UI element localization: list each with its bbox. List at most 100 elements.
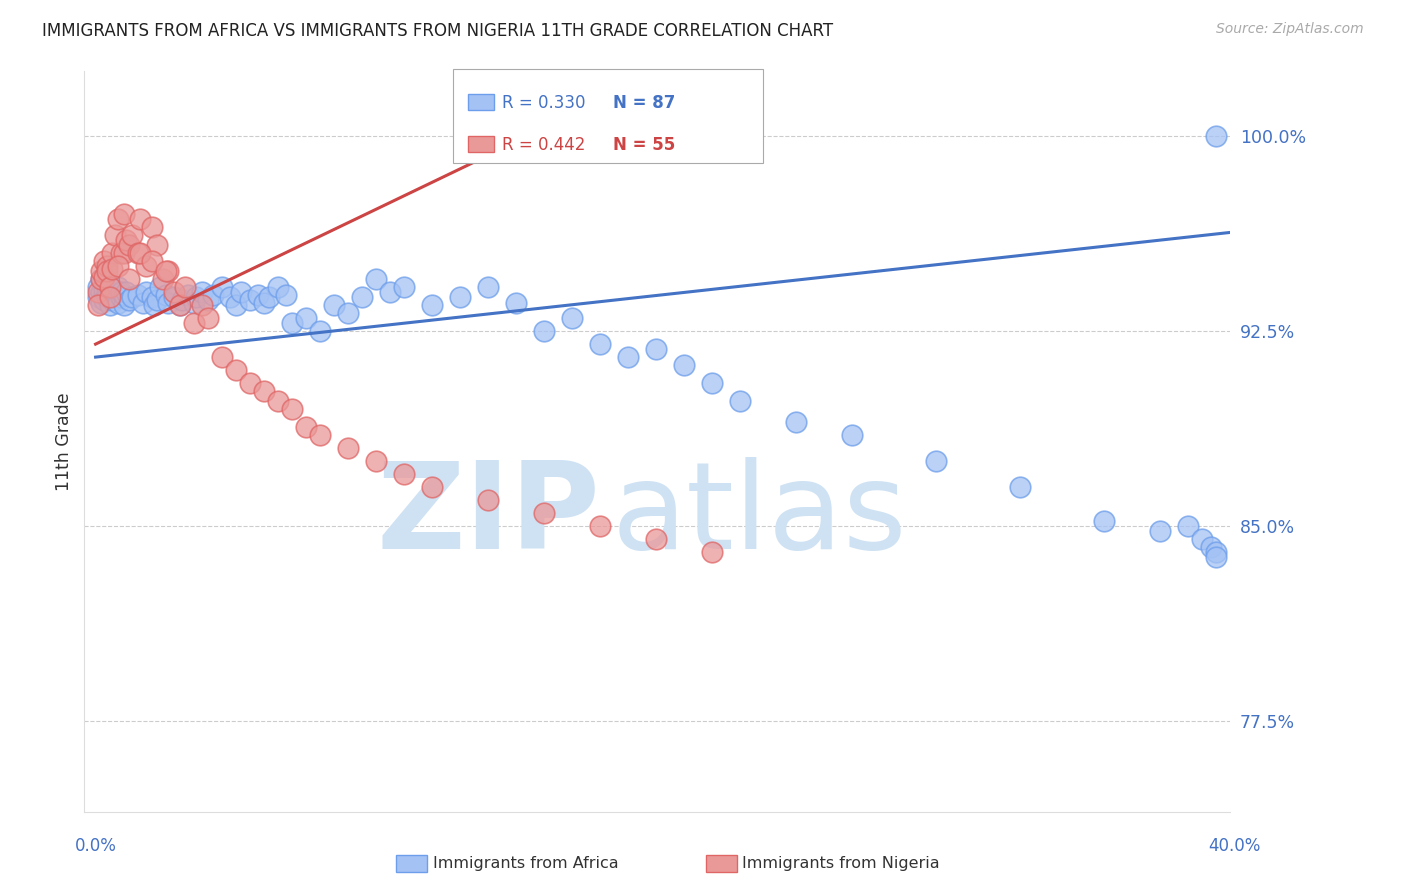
- Text: Immigrants from Nigeria: Immigrants from Nigeria: [742, 856, 941, 871]
- Point: [157, 295, 180, 310]
- Point: [1199, 540, 1222, 554]
- Point: [141, 290, 163, 304]
- Point: [294, 311, 316, 326]
- Point: [101, 261, 124, 276]
- Point: [129, 212, 152, 227]
- Point: [197, 311, 219, 326]
- Point: [93, 283, 115, 297]
- Point: [191, 285, 214, 300]
- Point: [112, 298, 135, 312]
- Point: [533, 506, 555, 520]
- Point: [589, 519, 612, 533]
- Point: [378, 285, 401, 300]
- Point: [115, 233, 138, 247]
- Point: [1092, 514, 1115, 528]
- Point: [505, 295, 527, 310]
- Text: atlas: atlas: [612, 457, 907, 574]
- Point: [107, 280, 129, 294]
- Point: [308, 428, 330, 442]
- Point: [589, 337, 612, 351]
- Point: [112, 246, 135, 260]
- Point: [96, 290, 118, 304]
- Point: [104, 290, 127, 304]
- Point: [90, 285, 112, 300]
- Point: [93, 293, 115, 307]
- Point: [87, 298, 110, 312]
- Text: N = 55: N = 55: [613, 136, 675, 153]
- Point: [127, 287, 149, 301]
- Point: [1205, 545, 1227, 559]
- Point: [169, 298, 191, 312]
- Point: [90, 272, 112, 286]
- Point: [211, 280, 233, 294]
- Point: [477, 493, 499, 508]
- Point: [672, 358, 695, 372]
- Point: [253, 384, 276, 398]
- Text: N = 87: N = 87: [613, 94, 675, 112]
- Point: [90, 272, 112, 286]
- Point: [127, 246, 149, 260]
- Point: [785, 415, 807, 429]
- Point: [253, 295, 276, 310]
- Point: [141, 220, 163, 235]
- Point: [225, 363, 247, 377]
- Point: [112, 207, 135, 221]
- Point: [93, 269, 115, 284]
- Point: [219, 290, 242, 304]
- Point: [533, 324, 555, 338]
- Point: [163, 285, 186, 300]
- Point: [191, 298, 214, 312]
- Point: [259, 290, 281, 304]
- Point: [90, 295, 112, 310]
- Point: [141, 254, 163, 268]
- Point: [143, 298, 166, 312]
- Point: [98, 280, 121, 294]
- Point: [449, 290, 471, 304]
- Point: [98, 298, 121, 312]
- Point: [129, 246, 152, 260]
- Point: [104, 283, 127, 297]
- Point: [231, 285, 253, 300]
- Point: [110, 285, 132, 300]
- Point: [225, 298, 247, 312]
- Point: [322, 298, 344, 312]
- Point: [87, 285, 110, 300]
- Text: 40.0%: 40.0%: [1208, 837, 1261, 855]
- Point: [239, 376, 262, 390]
- Point: [477, 280, 499, 294]
- Point: [202, 287, 225, 301]
- Point: [87, 280, 110, 294]
- Point: [169, 298, 191, 312]
- Point: [841, 428, 863, 442]
- Point: [266, 280, 288, 294]
- Point: [266, 394, 288, 409]
- Point: [172, 293, 194, 307]
- Point: [1205, 129, 1227, 144]
- Point: [93, 254, 115, 268]
- Point: [364, 272, 387, 286]
- Point: [118, 293, 141, 307]
- Point: [90, 264, 112, 278]
- Point: [350, 290, 373, 304]
- Point: [93, 287, 115, 301]
- Point: [135, 285, 157, 300]
- Point: [392, 467, 415, 481]
- Point: [561, 311, 583, 326]
- Text: 0.0%: 0.0%: [75, 837, 117, 855]
- Text: IMMIGRANTS FROM AFRICA VS IMMIGRANTS FROM NIGERIA 11TH GRADE CORRELATION CHART: IMMIGRANTS FROM AFRICA VS IMMIGRANTS FRO…: [42, 22, 834, 40]
- Point: [112, 287, 135, 301]
- Point: [420, 298, 443, 312]
- Text: Source: ZipAtlas.com: Source: ZipAtlas.com: [1216, 22, 1364, 37]
- Point: [274, 287, 297, 301]
- Point: [118, 238, 141, 252]
- Point: [700, 376, 723, 390]
- Point: [1191, 532, 1213, 546]
- Point: [177, 287, 200, 301]
- Point: [96, 259, 118, 273]
- Point: [420, 480, 443, 494]
- Point: [98, 287, 121, 301]
- Point: [115, 285, 138, 300]
- Point: [98, 280, 121, 294]
- Point: [157, 264, 180, 278]
- Point: [336, 306, 359, 320]
